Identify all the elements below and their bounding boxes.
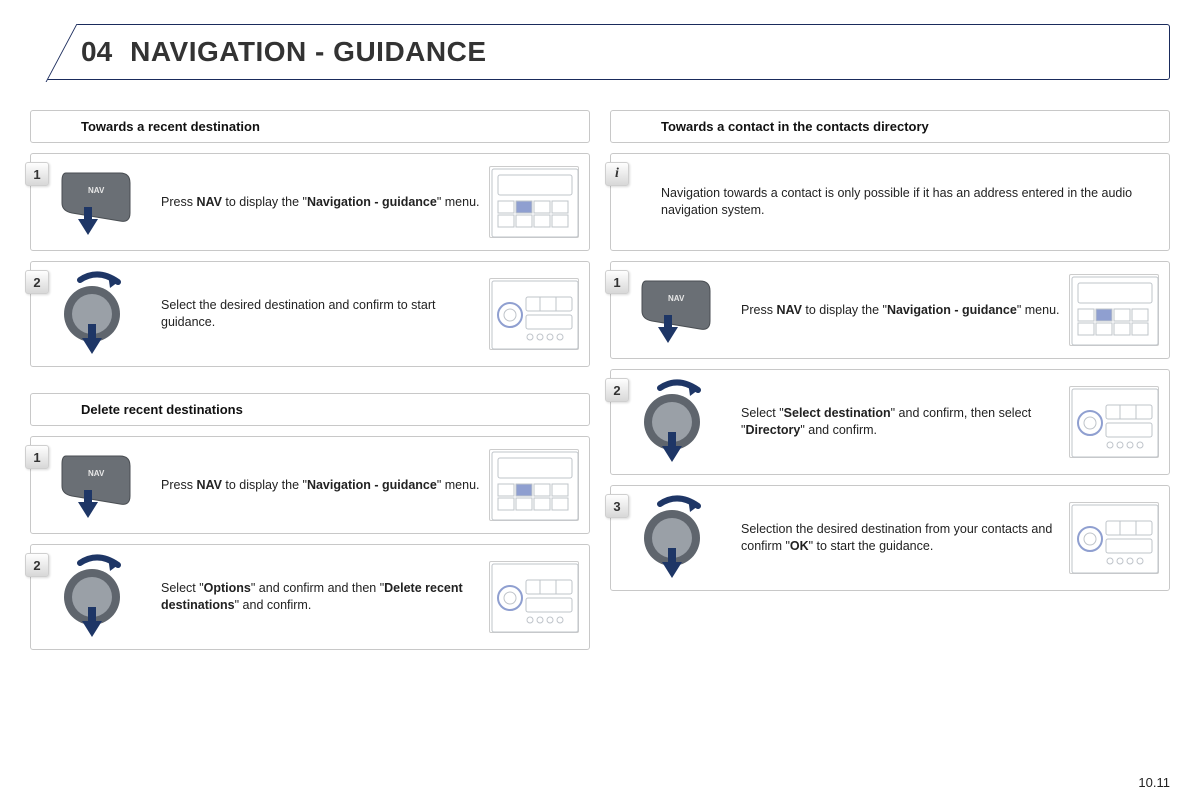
dial-turn-icon xyxy=(31,270,161,358)
svg-text:NAV: NAV xyxy=(668,294,685,303)
contact-step-2: 2 Select "Select destination" and confir… xyxy=(610,369,1170,475)
step-instruction-text: Press NAV to display the "Navigation - g… xyxy=(161,194,489,211)
section-contact-directory-title: Towards a contact in the contacts direct… xyxy=(610,110,1170,143)
contact-step-1: 1 NAV Press NAV to display the "Navigati… xyxy=(610,261,1170,359)
step-number-badge: 1 xyxy=(605,270,629,294)
dial-turn-icon xyxy=(611,494,741,582)
console-buttons-icon xyxy=(489,166,579,238)
svg-text:NAV: NAV xyxy=(88,186,105,195)
info-text: Navigation towards a contact is only pos… xyxy=(661,185,1155,219)
content: Towards a recent destination 1 NAV Press… xyxy=(30,110,1170,650)
step-instruction-text: Selection the desired destination from y… xyxy=(741,521,1069,555)
step-number-badge: 2 xyxy=(25,553,49,577)
step-instruction-text: Select "Select destination" and confirm,… xyxy=(741,405,1069,439)
nav-button-icon: NAV xyxy=(31,163,161,241)
svg-text:NAV: NAV xyxy=(88,469,105,478)
console-dial-icon xyxy=(1069,386,1159,458)
section-recent-destination-title: Towards a recent destination xyxy=(30,110,590,143)
step-number-badge: 2 xyxy=(605,378,629,402)
dial-turn-icon xyxy=(611,378,741,466)
recent-step-1: 1 NAV Press NAV to display the "Navigati… xyxy=(30,153,590,251)
step-number-badge: 1 xyxy=(25,162,49,186)
nav-button-icon: NAV xyxy=(611,271,741,349)
info-icon: i xyxy=(605,162,629,186)
step-instruction-text: Select the desired destination and confi… xyxy=(161,297,489,331)
step-instruction-text: Press NAV to display the "Navigation - g… xyxy=(161,477,489,494)
step-number-badge: 2 xyxy=(25,270,49,294)
section-delete-recent-title: Delete recent destinations xyxy=(30,393,590,426)
info-note: i Navigation towards a contact is only p… xyxy=(610,153,1170,251)
step-instruction-text: Press NAV to display the "Navigation - g… xyxy=(741,302,1069,319)
console-buttons-icon xyxy=(1069,274,1159,346)
step-number-badge: 3 xyxy=(605,494,629,518)
chapter-number: 04 xyxy=(81,36,112,68)
left-column: Towards a recent destination 1 NAV Press… xyxy=(30,110,590,650)
console-dial-icon xyxy=(489,278,579,350)
console-buttons-icon xyxy=(489,449,579,521)
console-dial-icon xyxy=(489,561,579,633)
step-number-badge: 1 xyxy=(25,445,49,469)
delete-step-2: 2 Select "Options" and confirm and then … xyxy=(30,544,590,650)
page-header: 04 NAVIGATION - GUIDANCE xyxy=(30,24,1170,80)
contact-step-3: 3 Selection the desired destination from… xyxy=(610,485,1170,591)
right-column: Towards a contact in the contacts direct… xyxy=(610,110,1170,650)
step-instruction-text: Select "Options" and confirm and then "D… xyxy=(161,580,489,614)
nav-button-icon: NAV xyxy=(31,446,161,524)
recent-step-2: 2 Select the desired destination and con… xyxy=(30,261,590,367)
delete-step-1: 1 NAV Press NAV to display the "Navigati… xyxy=(30,436,590,534)
page-number: 10.11 xyxy=(1138,775,1170,790)
console-dial-icon xyxy=(1069,502,1159,574)
dial-turn-icon xyxy=(31,553,161,641)
chapter-title: NAVIGATION - GUIDANCE xyxy=(130,36,486,68)
